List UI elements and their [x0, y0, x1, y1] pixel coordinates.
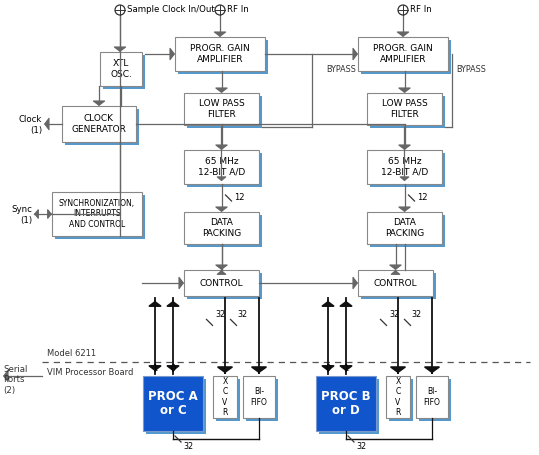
Text: 32: 32	[356, 442, 366, 451]
Bar	[143, 376, 203, 431]
Text: BI-
FIFO: BI- FIFO	[251, 387, 267, 407]
Text: RF In: RF In	[227, 5, 249, 15]
Bar	[146, 379, 206, 434]
Text: 1: 1	[343, 364, 349, 373]
Text: Model 6211: Model 6211	[47, 349, 96, 358]
Bar	[184, 150, 259, 184]
Text: CONTROL: CONTROL	[199, 278, 243, 288]
Bar	[416, 376, 448, 418]
Bar	[175, 37, 265, 71]
Text: BI-
FIFO: BI- FIFO	[424, 387, 440, 407]
Text: DATA
PACKING: DATA PACKING	[202, 218, 241, 238]
Bar	[178, 40, 268, 74]
Text: Sync: Sync	[11, 204, 32, 213]
Text: BYPASS: BYPASS	[326, 65, 356, 74]
Bar	[319, 379, 379, 434]
Text: (1): (1)	[30, 126, 42, 135]
Bar	[246, 379, 278, 421]
Text: 32: 32	[411, 310, 421, 319]
Text: PROGR. GAIN
AMPLIFIER: PROGR. GAIN AMPLIFIER	[190, 44, 250, 64]
Text: BYPASS: BYPASS	[456, 65, 486, 74]
Text: DATA
PACKING: DATA PACKING	[385, 218, 424, 238]
Text: 32: 32	[183, 442, 193, 451]
Text: PROC B
or D: PROC B or D	[321, 389, 371, 418]
Bar	[187, 273, 262, 299]
Bar	[213, 376, 237, 418]
Text: X
C
V
R: X C V R	[222, 377, 227, 417]
Text: 0: 0	[326, 364, 330, 373]
Bar	[361, 40, 451, 74]
Bar	[187, 96, 262, 128]
Bar	[370, 153, 445, 187]
Text: VIM Processor Board: VIM Processor Board	[47, 368, 133, 377]
Text: 32: 32	[390, 310, 399, 319]
Bar	[55, 195, 145, 239]
Text: Sample Clock In/Out: Sample Clock In/Out	[127, 5, 215, 15]
Bar	[389, 379, 413, 421]
Text: 12: 12	[418, 193, 428, 202]
Bar	[358, 270, 433, 296]
Bar	[358, 37, 448, 71]
Text: Clock: Clock	[19, 115, 42, 123]
Bar	[370, 96, 445, 128]
Text: PROGR. GAIN
AMPLIFIER: PROGR. GAIN AMPLIFIER	[373, 44, 433, 64]
Bar	[187, 215, 262, 247]
Bar	[367, 150, 442, 184]
Bar	[184, 212, 259, 244]
Bar	[370, 215, 445, 247]
Text: LOW PASS
FILTER: LOW PASS FILTER	[382, 99, 427, 119]
Bar	[361, 273, 436, 299]
Bar	[316, 376, 376, 431]
Text: 0: 0	[170, 364, 176, 373]
Text: XTL
OSC.: XTL OSC.	[110, 59, 132, 79]
Bar	[367, 93, 442, 125]
Bar	[100, 52, 142, 86]
Text: LOW PASS
FILTER: LOW PASS FILTER	[199, 99, 244, 119]
Bar	[216, 379, 240, 421]
Text: (1): (1)	[20, 216, 32, 224]
Text: SYNCHRONIZATION,
INTERRUPTS
AND CONTROL: SYNCHRONIZATION, INTERRUPTS AND CONTROL	[59, 199, 135, 229]
Bar	[52, 192, 142, 236]
Text: Serial
Ports
(2): Serial Ports (2)	[3, 365, 27, 395]
Bar	[187, 153, 262, 187]
Text: 65 MHz
12-BIT A/D: 65 MHz 12-BIT A/D	[381, 157, 428, 177]
Text: X
C
V
R: X C V R	[395, 377, 400, 417]
Bar	[243, 376, 275, 418]
Bar	[184, 93, 259, 125]
Text: 65 MHz
12-BIT A/D: 65 MHz 12-BIT A/D	[198, 157, 245, 177]
Text: CONTROL: CONTROL	[374, 278, 417, 288]
Text: 32: 32	[238, 310, 247, 319]
Text: PROC A
or C: PROC A or C	[148, 389, 198, 418]
Text: 1: 1	[153, 364, 157, 373]
Bar	[65, 109, 139, 145]
Bar	[184, 270, 259, 296]
Bar	[419, 379, 451, 421]
Bar	[386, 376, 410, 418]
Bar	[62, 106, 136, 142]
Text: RF In: RF In	[410, 5, 432, 15]
Text: 32: 32	[216, 310, 226, 319]
Text: CLOCK
GENERATOR: CLOCK GENERATOR	[72, 114, 127, 134]
Bar	[103, 55, 145, 89]
Bar	[367, 212, 442, 244]
Text: 12: 12	[234, 193, 245, 202]
